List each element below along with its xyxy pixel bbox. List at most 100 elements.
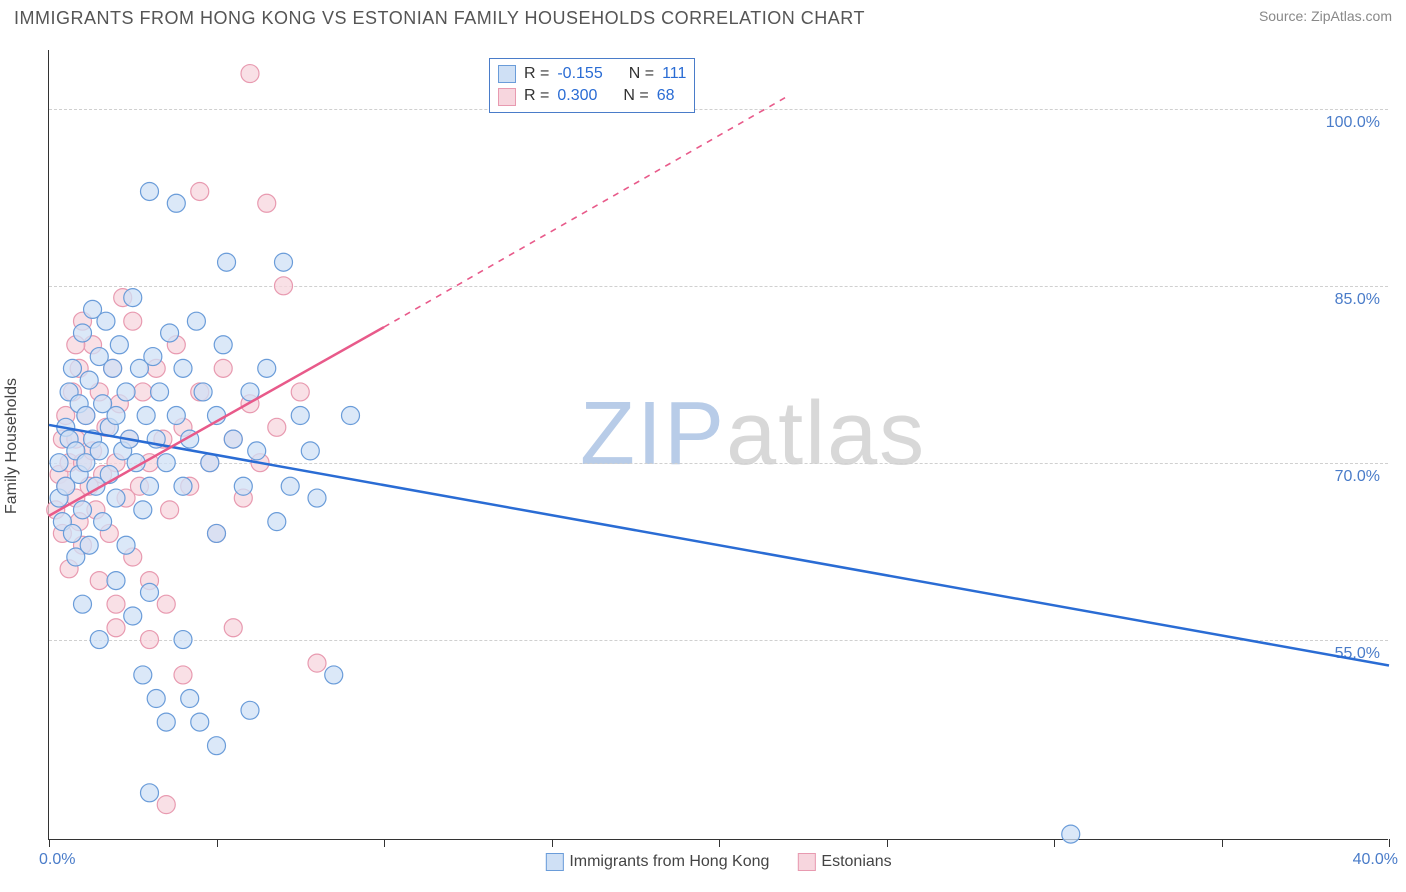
x-min-label: 0.0% — [39, 851, 75, 869]
blue-point — [147, 690, 165, 708]
blue-point — [281, 477, 299, 495]
blue-point — [107, 407, 125, 425]
blue-point — [104, 359, 122, 377]
blue-point — [137, 407, 155, 425]
blue-point — [194, 383, 212, 401]
x-tick — [887, 839, 888, 847]
n-label: N = — [629, 63, 654, 85]
blue-point — [80, 371, 98, 389]
blue-point — [1062, 825, 1080, 843]
blue-point — [74, 595, 92, 613]
blue-point — [117, 383, 135, 401]
legend-swatch — [498, 88, 516, 106]
n-value: 68 — [657, 85, 675, 107]
blue-point — [167, 407, 185, 425]
x-tick — [1054, 839, 1055, 847]
blue-point — [63, 359, 81, 377]
legend-item: Immigrants from Hong Kong — [545, 853, 769, 871]
pink-point — [134, 383, 152, 401]
blue-point — [74, 501, 92, 519]
blue-point — [124, 607, 142, 625]
blue-point — [141, 182, 159, 200]
r-label: R = — [524, 63, 549, 85]
blue-point — [80, 536, 98, 554]
blue-point — [325, 666, 343, 684]
pink-point — [90, 572, 108, 590]
blue-trend-line — [49, 425, 1389, 666]
blue-point — [342, 407, 360, 425]
plot-area: ZIPatlas 55.0%70.0%85.0%100.0% R =-0.155… — [48, 50, 1388, 840]
r-value: 0.300 — [557, 85, 597, 107]
blue-point — [181, 690, 199, 708]
pink-point — [161, 501, 179, 519]
pink-point — [268, 418, 286, 436]
n-label: N = — [623, 85, 648, 107]
pink-point — [258, 194, 276, 212]
x-tick — [552, 839, 553, 847]
blue-point — [308, 489, 326, 507]
blue-point — [151, 383, 169, 401]
blue-point — [174, 477, 192, 495]
blue-point — [134, 666, 152, 684]
legend-series: Immigrants from Hong Kong Estonians — [545, 853, 891, 871]
legend-stat-row: R =0.300N =68 — [498, 85, 686, 107]
blue-point — [110, 336, 128, 354]
blue-point — [208, 524, 226, 542]
blue-point — [94, 513, 112, 531]
legend-label: Immigrants from Hong Kong — [569, 853, 769, 870]
blue-point — [141, 477, 159, 495]
blue-point — [63, 524, 81, 542]
legend-swatch — [545, 853, 563, 871]
blue-point — [97, 312, 115, 330]
chart-svg — [49, 50, 1388, 839]
pink-point — [241, 65, 259, 83]
blue-point — [77, 407, 95, 425]
blue-point — [208, 737, 226, 755]
blue-point — [191, 713, 209, 731]
blue-point — [241, 701, 259, 719]
blue-point — [224, 430, 242, 448]
legend-stats-box: R =-0.155N =111R =0.300N =68 — [489, 58, 695, 113]
pink-trend-line-dashed — [384, 97, 786, 327]
blue-point — [124, 289, 142, 307]
chart-title: IMMIGRANTS FROM HONG KONG VS ESTONIAN FA… — [14, 8, 865, 29]
x-tick — [384, 839, 385, 847]
blue-point — [141, 784, 159, 802]
pink-point — [291, 383, 309, 401]
pink-point — [308, 654, 326, 672]
pink-point — [107, 595, 125, 613]
r-value: -0.155 — [557, 63, 602, 85]
blue-point — [107, 572, 125, 590]
blue-point — [248, 442, 266, 460]
pink-point — [275, 277, 293, 295]
blue-point — [161, 324, 179, 342]
blue-point — [50, 454, 68, 472]
blue-point — [174, 631, 192, 649]
blue-point — [258, 359, 276, 377]
blue-point — [134, 501, 152, 519]
blue-point — [141, 583, 159, 601]
blue-point — [144, 348, 162, 366]
x-tick — [49, 839, 50, 847]
chart-source: Source: ZipAtlas.com — [1259, 8, 1392, 24]
blue-point — [187, 312, 205, 330]
pink-point — [214, 359, 232, 377]
blue-point — [214, 336, 232, 354]
blue-point — [157, 713, 175, 731]
pink-point — [174, 666, 192, 684]
x-tick — [217, 839, 218, 847]
legend-swatch — [498, 65, 516, 83]
blue-point — [301, 442, 319, 460]
n-value: 111 — [662, 63, 686, 85]
x-max-label: 40.0% — [1353, 851, 1398, 869]
pink-point — [224, 619, 242, 637]
pink-point — [191, 182, 209, 200]
pink-point — [157, 595, 175, 613]
pink-point — [141, 631, 159, 649]
pink-point — [157, 796, 175, 814]
blue-point — [275, 253, 293, 271]
blue-point — [234, 477, 252, 495]
blue-point — [90, 631, 108, 649]
legend-label: Estonians — [821, 853, 891, 870]
blue-point — [157, 454, 175, 472]
